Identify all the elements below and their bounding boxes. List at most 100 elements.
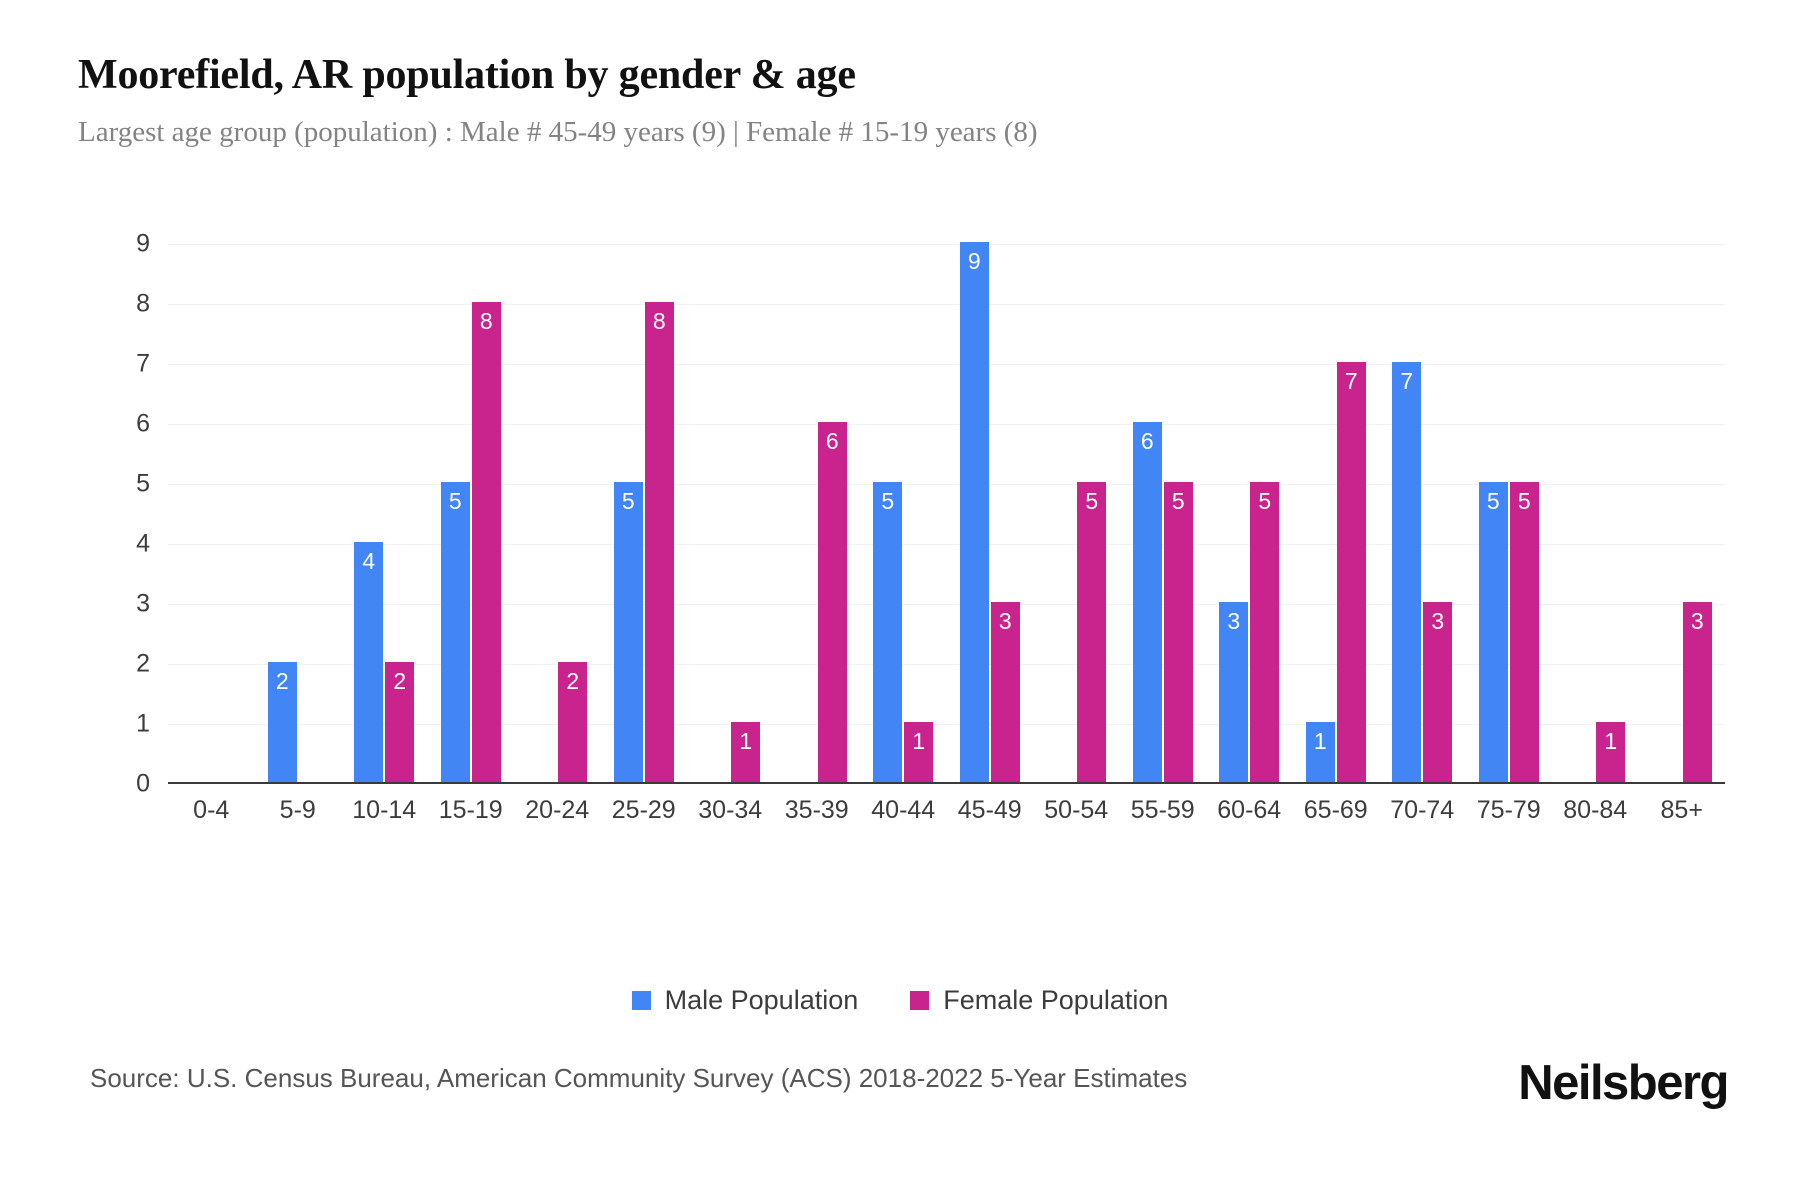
bar-male-45-49[interactable]: 9 [959,242,989,782]
gridline [168,484,1725,485]
bar-value-label: 5 [448,488,462,514]
bar-female-60-64[interactable]: 5 [1250,482,1280,782]
bar-female-55-59[interactable]: 5 [1163,482,1193,782]
y-axis-tick-label: 4 [136,529,150,558]
x-axis-tick-label: 10-14 [352,796,417,824]
gridline [168,664,1725,665]
bar-male-25-29[interactable]: 5 [613,482,643,782]
bar-value-label: 2 [275,668,289,694]
bar-male-75-79[interactable]: 5 [1478,482,1508,782]
x-axis-tick-label: 85+ [1660,796,1703,824]
bar-value-label: 1 [1604,728,1618,754]
bar-value-label: 2 [566,668,580,694]
bar-group: 2 [514,244,601,782]
bar-male-65-69[interactable]: 1 [1305,722,1335,782]
y-axis-tick-label: 2 [136,649,150,678]
gridline [168,244,1725,245]
bar-value-label: 5 [1085,488,1099,514]
x-axis-tick-label: 60-64 [1217,796,1282,824]
x-axis-line [168,782,1725,784]
x-axis-tick-label: 5-9 [279,796,316,824]
x-axis-tick-label: 35-39 [784,796,849,824]
y-axis-tick-label: 9 [136,229,150,258]
bar-group: 5 [1033,244,1120,782]
bar-female-40-44[interactable]: 1 [904,722,934,782]
bar-group: 3 [1639,244,1726,782]
legend-item-male[interactable]: Male Population [631,985,859,1016]
page-title: Moorefield, AR population by gender & ag… [78,52,856,98]
y-axis-tick-label: 0 [136,769,150,798]
bar-value-label: 5 [1258,488,1272,514]
brand-logo: Neilsberg [1518,1056,1729,1110]
bar-female-75-79[interactable]: 5 [1509,482,1539,782]
x-axis-tick-label: 0-4 [193,796,230,824]
bar-male-10-14[interactable]: 4 [354,542,384,782]
bar-value-label: 3 [1690,608,1704,634]
x-axis-tick-label: 25-29 [611,796,676,824]
bar-value-label: 5 [1171,488,1185,514]
bar-female-85+[interactable]: 3 [1682,602,1712,782]
bar-group: 6 [774,244,861,782]
bar-male-5-9[interactable]: 2 [267,662,297,782]
y-axis-tick-label: 7 [136,349,150,378]
legend-swatch-icon [910,991,930,1010]
x-axis-tick-label: 65-69 [1303,796,1368,824]
legend-item-female[interactable]: Female Population [910,985,1168,1016]
bar-female-80-84[interactable]: 1 [1596,722,1626,782]
x-axis-tick-label: 15-19 [438,796,503,824]
y-axis-tick-label: 8 [136,289,150,318]
bar-female-25-29[interactable]: 8 [644,302,674,782]
bar-value-label: 5 [621,488,635,514]
bar-group [168,244,255,782]
x-axis-tick-label: 45-49 [957,796,1022,824]
x-axis-tick-label: 55-59 [1130,796,1195,824]
bar-value-label: 1 [739,728,753,754]
chart-subtitle: Largest age group (population) : Male # … [78,116,1038,149]
bar-female-50-54[interactable]: 5 [1077,482,1107,782]
gridline [168,604,1725,605]
bar-value-label: 3 [998,608,1012,634]
bar-female-65-69[interactable]: 7 [1336,362,1366,782]
bar-value-label: 1 [1313,728,1327,754]
bar-group: 2 [255,244,342,782]
bar-male-55-59[interactable]: 6 [1132,422,1162,782]
legend-swatch-icon [631,991,651,1010]
bar-female-20-24[interactable]: 2 [558,662,588,782]
x-axis-tick-label: 50-54 [1044,796,1109,824]
bar-male-60-64[interactable]: 3 [1219,602,1249,782]
bar-male-70-74[interactable]: 7 [1392,362,1422,782]
bar-value-label: 5 [1486,488,1500,514]
y-axis-tick-label: 6 [136,409,150,438]
chart-footer: Source: U.S. Census Bureau, American Com… [0,1055,1800,1135]
x-axis-tick-label: 40-44 [871,796,936,824]
bar-male-15-19[interactable]: 5 [440,482,470,782]
y-axis-tick-label: 5 [136,469,150,498]
chart-legend: Male Population Female Population [0,985,1800,1016]
gridline [168,724,1725,725]
bar-value-label: 4 [362,548,376,574]
bar-female-35-39[interactable]: 6 [817,422,847,782]
bar-value-label: 5 [881,488,895,514]
source-note: Source: U.S. Census Bureau, American Com… [90,1063,1188,1093]
y-axis: 0 1 2 3 4 5 6 7 8 9 [104,230,150,798]
bar-female-15-19[interactable]: 8 [471,302,501,782]
legend-label: Male Population [664,985,859,1015]
bar-female-30-34[interactable]: 1 [731,722,761,782]
bar-female-10-14[interactable]: 2 [385,662,415,782]
bar-male-40-44[interactable]: 5 [873,482,903,782]
bar-value-label: 6 [1140,428,1154,454]
bar-female-45-49[interactable]: 3 [990,602,1020,782]
gridline [168,424,1725,425]
x-axis: 0-4 5-9 10-14 15-19 20-24 25-29 30-34 35-39 40-4… [168,796,1725,825]
gridline [168,544,1725,545]
bar-value-label: 8 [652,308,666,334]
bar-female-70-74[interactable]: 3 [1423,602,1453,782]
gridline [168,304,1725,305]
